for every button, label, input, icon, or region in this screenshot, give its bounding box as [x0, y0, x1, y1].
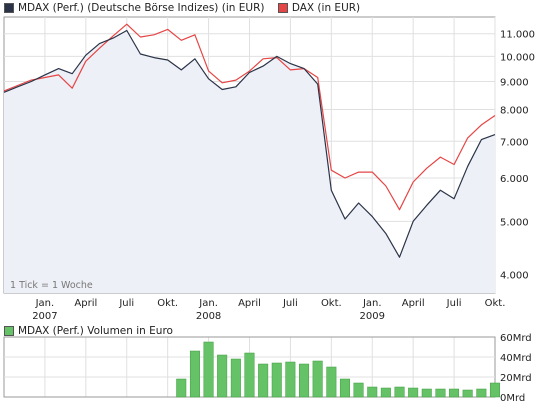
x-tick-label: Jan.: [35, 298, 55, 309]
volume-y-tick-label: 0Mrd: [500, 393, 525, 404]
mdax-line: [3, 29, 496, 258]
x-tick-label: Juli: [446, 298, 462, 309]
legend-item-dax: DAX (in EUR): [277, 2, 361, 14]
volume-y-tick-label: 20Mrd: [500, 373, 532, 384]
legend-swatch-dax: [277, 3, 288, 13]
price-y-tick-label: 9.000: [500, 77, 529, 88]
x-tick-label: April: [74, 298, 97, 309]
volume-bar: [367, 386, 378, 398]
volume-bar: [217, 354, 228, 398]
volume-bar: [449, 388, 460, 398]
price-y-tick-label: 7.000: [500, 137, 529, 148]
x-tick-label: Okt.: [321, 298, 342, 309]
volume-bar: [189, 350, 200, 398]
volume-y-tick-label: 40Mrd: [500, 353, 532, 364]
dax-line: [3, 23, 496, 211]
price-y-tick-label: 5.000: [500, 217, 529, 228]
volume-bar: [421, 388, 432, 398]
x-year-label: 2007: [32, 311, 57, 322]
x-year-label: 2008: [196, 311, 221, 322]
x-tick-label: April: [402, 298, 425, 309]
volume-bar: [353, 382, 364, 398]
volume-bar: [394, 386, 405, 398]
legend-swatch-mdax: [4, 3, 14, 13]
volume-legend: MDAX (Perf.) Volumen in Euro: [4, 325, 173, 337]
volume-bar: [380, 387, 391, 398]
price-y-tick-label: 4.000: [500, 270, 529, 281]
volume-bar: [271, 362, 282, 398]
legend-item-mdax: MDAX (Perf.) (Deutsche Börse Indizes) (i…: [4, 2, 264, 14]
x-tick-label: April: [238, 298, 261, 309]
volume-bar: [476, 388, 487, 398]
volume-bar: [339, 378, 350, 398]
legend-label-dax: DAX (in EUR): [291, 2, 361, 14]
volume-bar: [489, 382, 500, 398]
volume-bar: [462, 389, 473, 398]
volume-bar: [435, 388, 446, 398]
volume-bar: [312, 360, 323, 398]
mdax-area: [4, 30, 495, 293]
volume-bar: [285, 361, 296, 398]
x-tick-label: Jan.: [362, 298, 382, 309]
x-tick-label: Okt.: [485, 298, 506, 309]
volume-y-tick-label: 60Mrd: [500, 333, 532, 344]
tick-interval-note: 1 Tick = 1 Woche: [10, 280, 93, 291]
price-y-tick-label: 11.000: [500, 30, 535, 41]
volume-bar: [299, 363, 310, 398]
volume-bar: [408, 387, 419, 398]
volume-title: MDAX (Perf.) Volumen in Euro: [18, 325, 173, 337]
x-tick-label: Juli: [282, 298, 298, 309]
volume-bar: [326, 366, 337, 398]
legend-swatch-volume: [4, 326, 14, 336]
x-tick-label: Juli: [118, 298, 134, 309]
price-y-tick-label: 10.000: [500, 52, 535, 63]
volume-bar: [244, 352, 255, 398]
volume-bar: [258, 363, 269, 398]
legend-label-mdax: MDAX (Perf.) (Deutsche Börse Indizes) (i…: [18, 2, 265, 14]
price-y-tick-label: 8.000: [500, 105, 529, 116]
x-tick-label: Jan.: [198, 298, 218, 309]
x-year-label: 2009: [360, 311, 385, 322]
volume-bar: [230, 358, 241, 398]
x-tick-label: Okt.: [157, 298, 178, 309]
volume-bar: [176, 378, 187, 398]
price-y-tick-label: 6.000: [500, 174, 529, 185]
price-legend: MDAX (Perf.) (Deutsche Börse Indizes) (i…: [4, 2, 370, 16]
volume-bar: [203, 341, 214, 398]
